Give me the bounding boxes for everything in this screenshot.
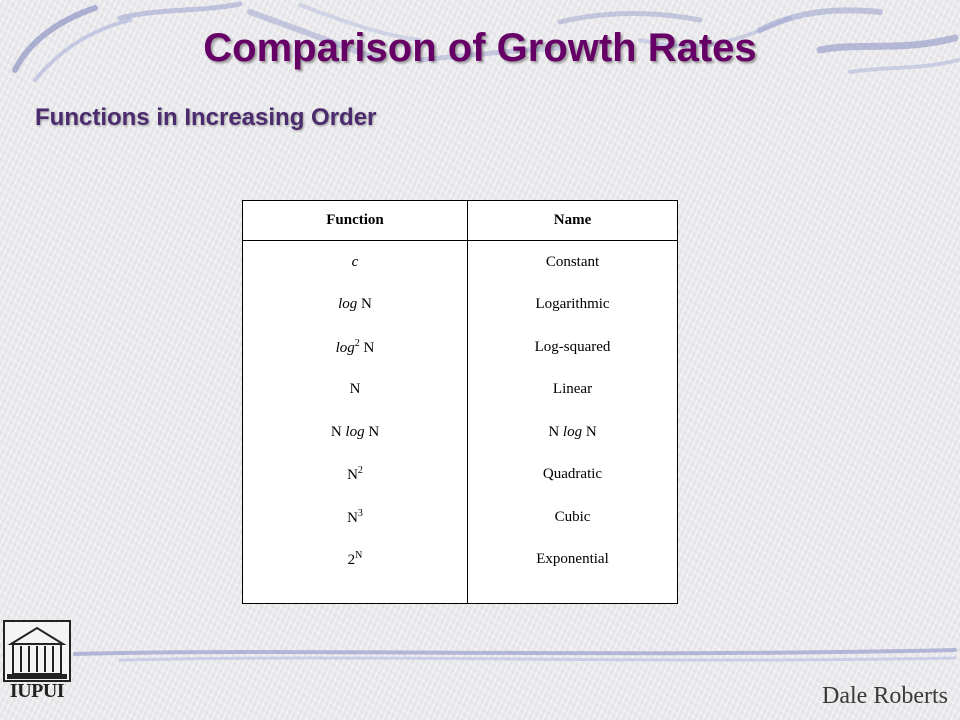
function-cell: N log N xyxy=(243,411,468,454)
slide-subtitle: Functions in Increasing Order xyxy=(35,104,377,131)
function-cell: 2N xyxy=(243,538,468,581)
function-part: c xyxy=(351,253,359,270)
name-cell: Constant xyxy=(545,253,600,270)
function-part: 2 xyxy=(357,465,363,477)
function-part: log xyxy=(338,296,358,313)
name-cell: Exponential xyxy=(536,551,609,568)
function-part: 3 xyxy=(357,507,363,519)
function-part: N xyxy=(357,296,372,313)
building-icon xyxy=(3,620,71,682)
slide-title: Comparison of Growth Rates xyxy=(203,26,757,70)
function-part: N xyxy=(359,339,375,356)
name-cell: Cubic xyxy=(554,508,591,525)
function-part: N xyxy=(349,381,361,398)
iupui-logo xyxy=(3,620,71,718)
table-row: N2 Quadratic xyxy=(243,453,677,496)
function-part: N xyxy=(355,550,363,562)
table-row: N Linear xyxy=(243,368,677,411)
table-filler-row xyxy=(243,581,677,603)
logo-text: IUPUI xyxy=(9,680,65,702)
footer-swash xyxy=(73,648,957,662)
growth-rates-table-container: Function Name c Constant log N Logarithmic l… xyxy=(242,200,678,604)
function-part: log xyxy=(335,339,355,356)
header-name: Name xyxy=(467,201,677,241)
name-cell: N log N xyxy=(548,423,597,440)
filler-cell xyxy=(243,581,468,603)
function-part: N xyxy=(347,467,358,484)
function-cell: log2 N xyxy=(243,326,468,369)
function-cell: N3 xyxy=(243,496,468,539)
name-cell: Log-squared xyxy=(534,338,611,355)
function-cell: log N xyxy=(243,283,468,326)
table-row: c Constant xyxy=(243,240,677,284)
table-row: 2N Exponential xyxy=(243,538,677,581)
table-header-row: Function Name xyxy=(243,201,677,241)
table-body: c Constant log N Logarithmic log2 N Log-squar… xyxy=(243,240,677,603)
name-cell: Linear xyxy=(552,381,593,398)
function-part: N xyxy=(330,423,346,440)
function-cell: c xyxy=(243,240,468,284)
growth-rates-table: Function Name c Constant log N Logarithmic l… xyxy=(243,201,677,603)
filler-cell xyxy=(468,581,678,603)
author-name: Dale Roberts xyxy=(822,683,948,709)
function-cell: N xyxy=(243,368,468,411)
table-row: log2 N Log-squared xyxy=(243,326,677,369)
function-cell: N2 xyxy=(243,453,468,496)
table-row: log N Logarithmic xyxy=(243,283,677,326)
function-part: log xyxy=(345,423,365,440)
function-part: N xyxy=(364,423,380,440)
header-function: Function xyxy=(243,201,468,241)
name-cell: Quadratic xyxy=(542,466,603,483)
function-part: N xyxy=(347,509,358,526)
name-cell: Logarithmic xyxy=(535,296,610,313)
table-row: N3 Cubic xyxy=(243,496,677,539)
function-part: 2 xyxy=(354,337,360,349)
function-part: 2 xyxy=(347,552,356,569)
